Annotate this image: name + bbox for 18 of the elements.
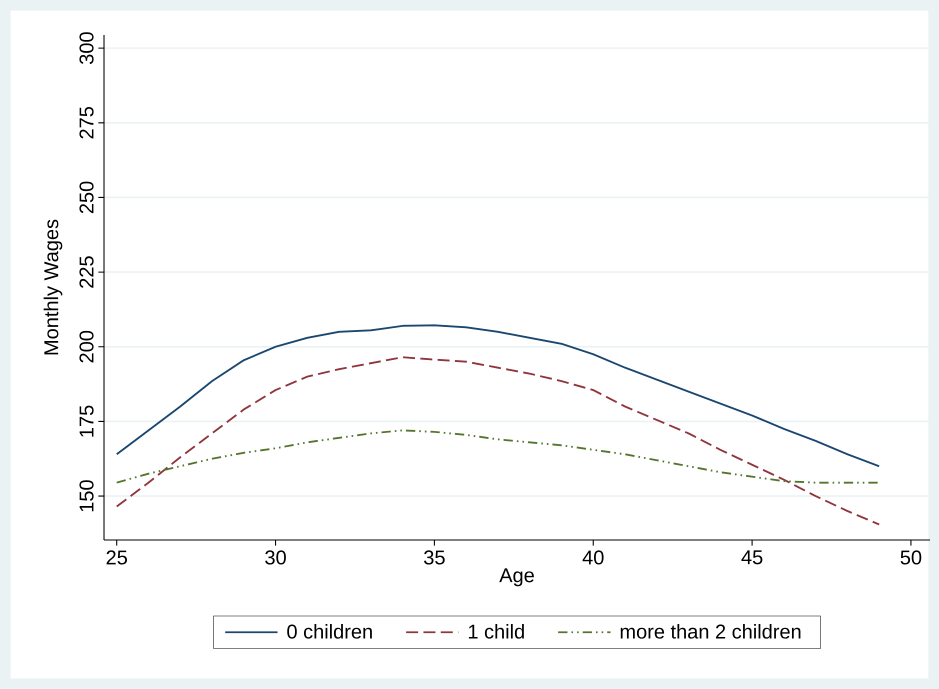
- x-tick-label: 35: [424, 550, 445, 565]
- y-tick-label: 300: [79, 32, 94, 64]
- y-tick-label: 200: [79, 330, 94, 362]
- legend-label: 0 children: [287, 624, 372, 639]
- x-tick-label: 45: [741, 550, 762, 564]
- y-axis-title: Monthly Wages: [44, 220, 62, 354]
- y-tick-label: 275: [79, 106, 94, 138]
- y-tick-label: 225: [79, 256, 94, 288]
- y-tick-label: 250: [79, 182, 94, 214]
- x-tick-label: 30: [265, 550, 286, 565]
- x-tick-label: 25: [106, 550, 127, 565]
- x-tick-label: 40: [582, 550, 604, 565]
- legend-label: 1 child: [468, 624, 524, 639]
- legend-label: more than 2 children: [620, 624, 800, 639]
- y-tick-label: 150: [79, 480, 94, 512]
- y-tick-label: 175: [80, 406, 94, 437]
- x-tick-label: 50: [900, 550, 922, 565]
- x-axis-title: Age: [499, 568, 534, 586]
